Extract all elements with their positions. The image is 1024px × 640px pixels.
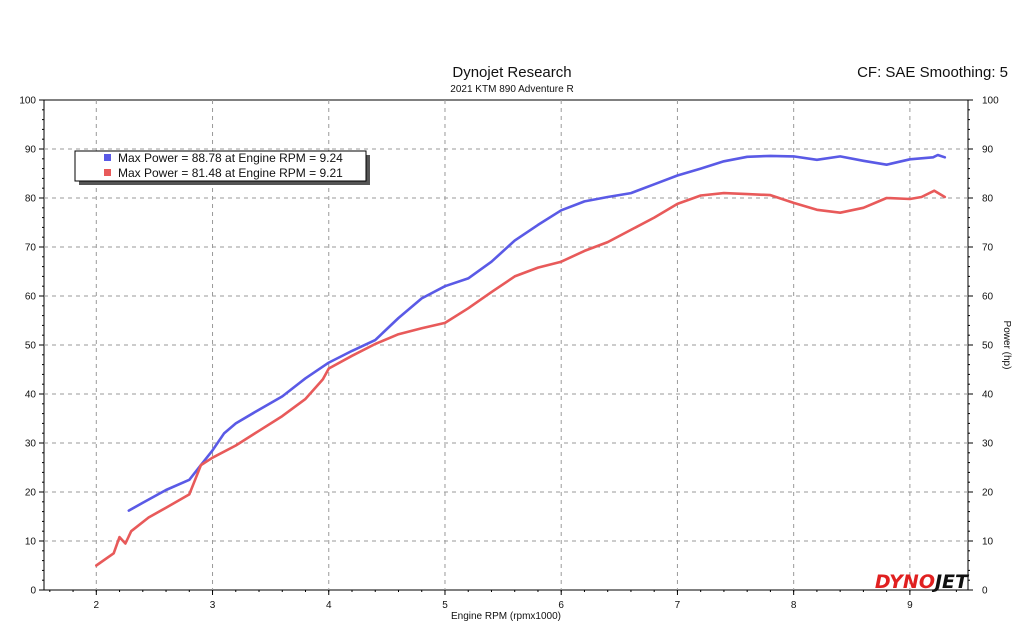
logo-part-dyno: DYNO [875,571,935,593]
y-tick-label-left-50: 50 [25,341,37,352]
y-tick-label-left-100: 100 [19,96,36,107]
x-tick-label-3: 3 [210,600,216,611]
x-tick-label-7: 7 [675,600,681,611]
y-tick-label-right-100: 100 [982,96,999,107]
chart-title: Dynojet Research [452,64,571,81]
y-tick-label-right-70: 70 [982,243,994,254]
legend-swatch-red [104,169,111,176]
power-curve-blue [127,153,947,512]
y-tick-label-right-20: 20 [982,488,994,499]
logo-part-jet: JET [931,571,970,593]
power-curve-red [95,189,947,567]
y-tick-label-right-30: 30 [982,439,994,450]
chart-subtitle: 2021 KTM 890 Adventure R [450,84,573,95]
legend-entry-blue: Max Power = 88.78 at Engine RPM = 9.24 [118,151,343,165]
y-tick-label-right-40: 40 [982,390,994,401]
y-tick-label-right-90: 90 [982,145,994,156]
correction-factor-label: CF: SAE Smoothing: 5 [857,64,1008,81]
x-tick-label-6: 6 [558,600,564,611]
dynojet-logo: DYNOJET [875,571,970,593]
x-axis-label: Engine RPM (rpmx1000) [451,611,561,622]
legend-swatch-blue [104,154,111,161]
x-tick-label-2: 2 [94,600,100,611]
x-tick-label-5: 5 [442,600,448,611]
y-tick-label-right-50: 50 [982,341,994,352]
y-tick-label-left-60: 60 [25,292,37,303]
series-lines [95,153,947,567]
y-tick-label-right-60: 60 [982,292,994,303]
legend: Max Power = 88.78 at Engine RPM = 9.24 M… [74,150,370,185]
legend-entry-red: Max Power = 81.48 at Engine RPM = 9.21 [118,166,343,180]
y-tick-label-left-90: 90 [25,145,37,156]
y-tick-label-right-10: 10 [982,537,994,548]
x-tick-label-4: 4 [326,600,332,611]
y-tick-label-left-10: 10 [25,537,37,548]
y-tick-label-left-80: 80 [25,194,37,205]
x-tick-label-8: 8 [791,600,797,611]
y-tick-label-left-40: 40 [25,390,37,401]
x-tick-label-9: 9 [907,600,913,611]
y-tick-label-left-70: 70 [25,243,37,254]
y-tick-label-right-0: 0 [982,586,988,597]
y-tick-label-left-20: 20 [25,488,37,499]
y-tick-label-left-0: 0 [30,586,36,597]
axis-ticks [39,99,973,595]
y-tick-label-right-80: 80 [982,194,994,205]
legend-box [74,150,367,182]
y-tick-label-left-30: 30 [25,439,37,450]
y-axis-label: Power (hp) [1001,321,1012,370]
